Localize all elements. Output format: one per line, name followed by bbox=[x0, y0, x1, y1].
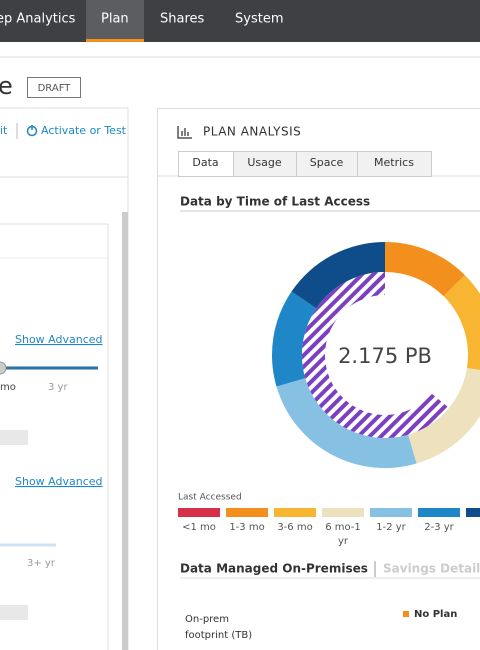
nav-tab[interactable]: System bbox=[235, 12, 283, 27]
legend-swatch bbox=[370, 508, 412, 517]
tab-label[interactable]: Data bbox=[192, 156, 218, 169]
nav-tab[interactable]: Shares bbox=[160, 12, 205, 27]
donut-center: 2.175 PB bbox=[338, 344, 432, 368]
donut-segment bbox=[291, 242, 385, 309]
tab[interactable] bbox=[178, 151, 234, 177]
donut-segment bbox=[443, 275, 480, 371]
slider-label: mo bbox=[0, 382, 16, 393]
inner-box bbox=[0, 223, 109, 650]
show-advanced[interactable]: Show Advanced bbox=[15, 333, 103, 346]
show-advanced[interactable]: Show Advanced bbox=[15, 475, 103, 488]
savings-link[interactable]: Savings Details bbox=[383, 562, 480, 576]
legend-swatch bbox=[226, 508, 268, 517]
tab[interactable] bbox=[357, 151, 432, 177]
donut-title: Data by Time of Last Access bbox=[180, 195, 370, 209]
nav-tab-underline bbox=[86, 39, 144, 42]
placeholder bbox=[0, 430, 28, 445]
tab-label[interactable]: Metrics bbox=[374, 156, 414, 169]
legend-swatch bbox=[274, 508, 316, 517]
left-panel bbox=[0, 107, 129, 650]
donut-segment bbox=[271, 291, 317, 387]
tab[interactable] bbox=[296, 151, 358, 177]
page-title: e bbox=[0, 72, 13, 100]
section-title: Data Managed On-Premises bbox=[180, 562, 368, 576]
badge-box bbox=[27, 77, 81, 98]
legend-label: 2-3 yr bbox=[424, 522, 454, 533]
donut-segment bbox=[408, 367, 480, 464]
legend-label: 1-3 mo bbox=[229, 522, 265, 533]
legend-title: Last Accessed bbox=[178, 493, 242, 503]
legend-swatch bbox=[178, 508, 220, 517]
row-label: On-prem footprint (TB) bbox=[185, 614, 253, 641]
badge: DRAFT bbox=[38, 83, 72, 94]
legend-label: 6 mo-1 yr bbox=[325, 522, 361, 547]
legend-swatch bbox=[418, 508, 460, 517]
panel-title: PLAN ANALYSIS bbox=[203, 125, 301, 139]
donut-segment bbox=[276, 378, 417, 468]
tab-label[interactable]: Space bbox=[310, 156, 344, 169]
legend-swatch bbox=[466, 508, 480, 517]
chart-icon bbox=[177, 126, 192, 139]
legend-swatch bbox=[403, 611, 409, 617]
slider-knob[interactable] bbox=[0, 361, 7, 375]
legend-swatch bbox=[322, 508, 364, 517]
placeholder bbox=[0, 605, 28, 620]
slider-label: 3+ yr bbox=[27, 558, 56, 569]
legend-label: No Plan bbox=[414, 609, 457, 620]
legend-label: > bbox=[465, 521, 480, 535]
nav-bar bbox=[0, 0, 480, 42]
toolbar-link[interactable]: Activate or Test bbox=[41, 124, 127, 137]
slider-label: 3 yr bbox=[48, 382, 68, 393]
tab-label[interactable]: Usage bbox=[247, 156, 282, 169]
scrollbar[interactable] bbox=[122, 212, 128, 650]
legend-label: <1 mo bbox=[182, 522, 216, 533]
donut-segment bbox=[385, 242, 465, 297]
nav-tab[interactable]: Plan bbox=[101, 12, 129, 27]
analysis-panel bbox=[157, 108, 480, 650]
legend-label: 1-2 yr bbox=[376, 522, 406, 533]
legend-label: 3-6 mo bbox=[277, 522, 313, 533]
toolbar-link[interactable]: it bbox=[0, 124, 8, 137]
nav-tab-active[interactable] bbox=[86, 0, 144, 42]
nav-tab[interactable]: ep Analytics bbox=[0, 12, 76, 27]
hatched-arc bbox=[301, 272, 449, 438]
